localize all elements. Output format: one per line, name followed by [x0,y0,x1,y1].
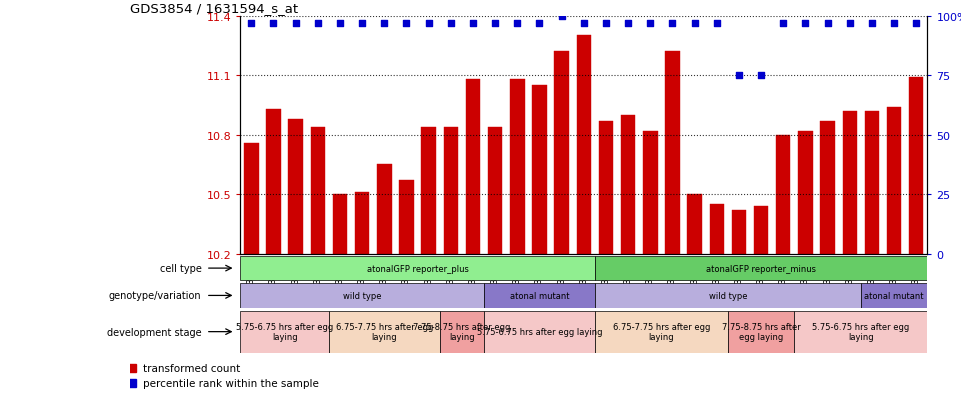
Point [421,20,436,27]
Bar [909,78,924,254]
Bar [595,311,727,353]
Bar [240,256,595,281]
Point [643,20,658,27]
Bar [440,311,484,353]
Bar [466,80,480,254]
Point [709,20,725,27]
Point [399,20,414,27]
Point [731,73,747,79]
Bar [240,311,329,353]
Point [665,20,680,27]
Bar [665,52,679,254]
Text: 5.75-6.75 hrs after egg
laying: 5.75-6.75 hrs after egg laying [236,322,333,342]
Text: cell type: cell type [160,263,202,273]
Point [509,20,525,27]
Point [465,20,480,27]
Point [798,20,813,27]
Text: wild type: wild type [708,291,747,300]
Point [244,20,259,27]
Bar [621,116,635,254]
Bar [595,283,861,308]
Bar [865,112,879,254]
Bar [399,181,413,254]
Text: atonal mutant: atonal mutant [509,291,569,300]
Text: development stage: development stage [107,327,202,337]
Bar [329,311,440,353]
Bar [799,131,813,254]
Text: atonalGFP reporter_plus: atonalGFP reporter_plus [367,264,469,273]
Bar [687,195,702,254]
Bar [310,127,325,254]
Text: 7.75-8.75 hrs after
egg laying: 7.75-8.75 hrs after egg laying [722,322,801,342]
Point [621,20,636,27]
Bar [266,109,281,254]
Text: 5.75-6.75 hrs after egg
laying: 5.75-6.75 hrs after egg laying [812,322,909,342]
Text: 6.75-7.75 hrs after egg
laying: 6.75-7.75 hrs after egg laying [335,322,433,342]
Point [842,20,857,27]
Point [531,20,547,27]
Bar [240,283,484,308]
Bar [861,283,927,308]
Point [820,20,835,27]
Bar [244,143,259,254]
Bar [709,204,724,254]
Bar [484,283,595,308]
Bar [577,36,591,254]
Bar [795,311,927,353]
Text: transformed count: transformed count [143,363,240,373]
Point [443,20,458,27]
Bar [510,80,525,254]
Bar [776,135,791,254]
Text: 5.75-6.75 hrs after egg laying: 5.75-6.75 hrs after egg laying [477,328,603,336]
Bar [599,121,613,254]
Point [908,20,924,27]
Point [687,20,702,27]
Bar [843,112,857,254]
Bar [288,119,303,254]
Point [487,20,503,27]
Text: 7.75-8.75 hrs after egg
laying: 7.75-8.75 hrs after egg laying [413,322,510,342]
Point [310,20,326,27]
Bar [595,256,927,281]
Bar [488,127,503,254]
Point [554,13,569,20]
Bar [731,211,746,254]
Text: atonal mutant: atonal mutant [864,291,924,300]
Text: atonalGFP reporter_minus: atonalGFP reporter_minus [706,264,816,273]
Bar [821,121,835,254]
Point [377,20,392,27]
Point [577,20,592,27]
Point [864,20,879,27]
Point [599,20,614,27]
Point [288,20,304,27]
Bar [355,192,369,254]
Bar [377,165,391,254]
Text: wild type: wild type [343,291,382,300]
Bar [727,311,795,353]
Text: GDS3854 / 1631594_s_at: GDS3854 / 1631594_s_at [130,2,298,15]
Point [753,73,769,79]
Bar [484,311,595,353]
Point [886,20,901,27]
Text: percentile rank within the sample: percentile rank within the sample [143,378,319,388]
Bar [444,127,458,254]
Text: 6.75-7.75 hrs after egg
laying: 6.75-7.75 hrs after egg laying [613,322,710,342]
Point [333,20,348,27]
Point [266,20,282,27]
Bar [887,107,901,254]
Bar [532,86,547,254]
Bar [333,195,347,254]
Point [355,20,370,27]
Bar [422,127,436,254]
Bar [754,206,769,254]
Text: genotype/variation: genotype/variation [109,291,202,301]
Point [776,20,791,27]
Bar [554,52,569,254]
Bar [643,131,657,254]
